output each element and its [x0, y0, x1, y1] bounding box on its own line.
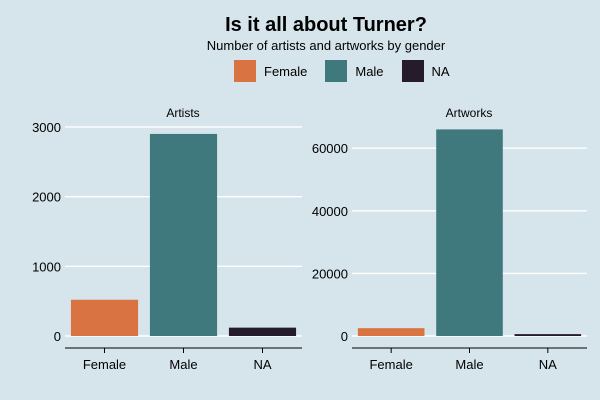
- chart-subtitle: Number of artists and artworks by gender: [206, 38, 446, 53]
- bar-artists-male: [149, 133, 218, 336]
- x-tick-label-artists-female: Female: [83, 357, 126, 372]
- bar-artworks-female: [357, 328, 425, 336]
- y-tick-label-artworks-0: 0: [341, 329, 348, 344]
- legend-item-female: Female: [234, 60, 307, 82]
- legend-label-female: Female: [264, 63, 308, 79]
- facet-label-artworks: Artworks: [446, 106, 493, 120]
- bar-artists-na: [228, 327, 297, 336]
- x-tick-label-artworks-male: Male: [455, 357, 483, 372]
- bar-artworks-male: [436, 129, 503, 336]
- legend: Female Male NA: [234, 60, 468, 82]
- legend-label-male: Male: [355, 63, 384, 79]
- y-tick-label-artists-2000: 2000: [32, 190, 61, 205]
- legend-swatch-na: [401, 60, 424, 82]
- x-tick-label-artworks-female: Female: [369, 357, 412, 372]
- x-tick-label-artists-male: Male: [169, 357, 197, 372]
- bar-artists-female: [70, 299, 139, 336]
- legend-swatch-male: [325, 60, 348, 82]
- y-tick-label-artists-1000: 1000: [32, 259, 61, 274]
- x-tick-label-artworks-na: NA: [539, 357, 557, 372]
- chart-title: Is it all about Turner?: [225, 14, 427, 36]
- legend-item-na: NA: [401, 60, 450, 82]
- bar-artworks-na: [514, 334, 582, 336]
- legend-swatch-female: [234, 60, 256, 82]
- legend-label-na: NA: [431, 63, 450, 79]
- legend-item-male: Male: [325, 60, 384, 82]
- y-tick-label-artworks-60000: 60000: [312, 141, 348, 156]
- facet-label-artists: Artists: [166, 106, 199, 120]
- y-tick-label-artists-3000: 3000: [32, 120, 61, 135]
- y-tick-label-artists-0: 0: [54, 329, 61, 344]
- x-tick-label-artists-na: NA: [253, 357, 271, 372]
- y-tick-label-artworks-20000: 20000: [312, 266, 348, 281]
- y-tick-label-artworks-40000: 40000: [312, 204, 348, 219]
